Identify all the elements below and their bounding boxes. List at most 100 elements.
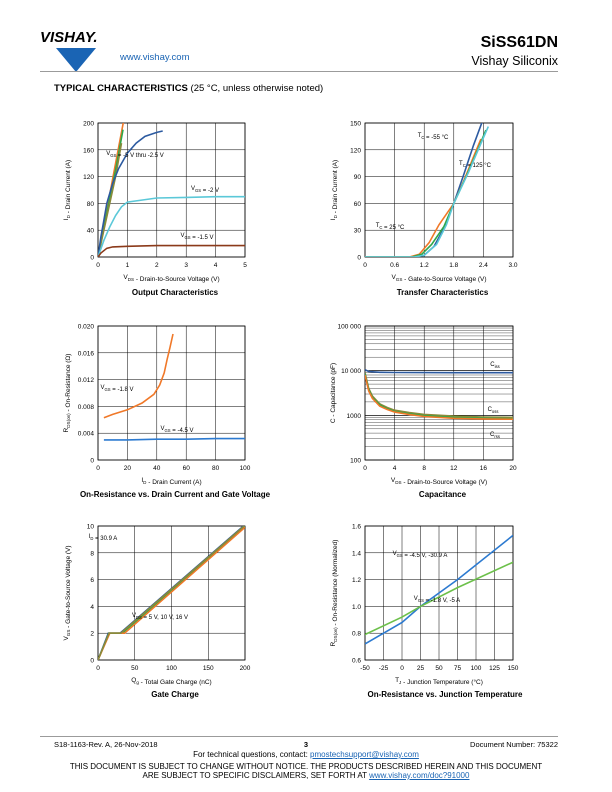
x-tick-label: 2 <box>155 262 159 269</box>
footer-document-number: Document Number: 75322 <box>470 740 558 749</box>
series-line-3 <box>365 374 513 420</box>
chart-annotation: ID = 30.9 A <box>89 534 118 542</box>
gate-charge-chart: 0 50 100 150 200 0 2 4 6 8 10 Qg - Total Gate Charg… <box>63 524 251 687</box>
y-tick-label: 90 <box>354 174 362 181</box>
footer-page-number: 3 <box>303 740 309 749</box>
series-line-0 <box>103 333 174 419</box>
y-tick-label: 1.6 <box>352 524 361 531</box>
x-tick-label: 100 <box>240 465 251 472</box>
y-axis-label: RDS(on) - On-Resistance (Normalized) <box>330 540 339 647</box>
x-tick-label: -25 <box>379 665 389 672</box>
x-tick-label: 0.6 <box>390 262 399 269</box>
disclaimer-prefix: ARE SUBJECT TO SPECIFIC DISCLAIMERS, SET… <box>142 771 370 780</box>
x-tick-label: 0 <box>96 665 100 672</box>
caption-temp: On-Resistance vs. Junction Temperature <box>367 690 523 699</box>
chart-annotation: Coss <box>488 407 499 414</box>
x-tick-label: 0 <box>96 262 100 269</box>
plot-frame <box>97 122 246 258</box>
y-tick-label: 0 <box>90 458 94 465</box>
x-tick-label: 0 <box>96 465 100 472</box>
x-axis-label: Qg - Total Gate Charge (nC) <box>131 677 211 686</box>
x-axis-label: TJ - Junction Temperature (°C) <box>395 677 483 686</box>
company-name: Vishay Siliconix <box>471 54 558 68</box>
chart-annotation: TC = 25 °C <box>376 223 405 231</box>
y-axis-label: ID - Drain Current (A) <box>63 160 72 220</box>
y-axis-label: RDS(on) - On-Resistance (Ω) <box>63 354 72 433</box>
caption-transfer: Transfer Characteristics <box>396 288 489 297</box>
y-tick-label: 0.016 <box>78 350 95 357</box>
x-tick-label: 150 <box>508 665 519 672</box>
series-line-3 <box>365 126 490 257</box>
x-axis-label: VDS - Drain-to-Source Voltage (V) <box>391 477 487 486</box>
plot-frame <box>364 122 514 258</box>
y-tick-label: 120 <box>350 147 361 154</box>
series-line-2 <box>98 142 123 257</box>
chart-annotation: TC = 125 °C <box>459 161 492 169</box>
chart-annotation: VGS = -1.8 V, -5 A <box>414 596 460 604</box>
series-line-4 <box>98 195 245 257</box>
y-tick-label: 100 <box>350 458 361 465</box>
chart-annotation: Crss <box>490 432 500 439</box>
y-tick-label: 1.4 <box>352 550 361 557</box>
x-axis-label: VDS - Drain-to-Source Voltage (V) <box>123 274 219 283</box>
y-tick-label: 0 <box>90 658 94 665</box>
y-tick-label: 0.020 <box>78 324 95 331</box>
questions-prefix: For technical questions, contact: <box>193 750 311 759</box>
series-line-3 <box>98 526 245 660</box>
header-rule <box>40 71 558 72</box>
y-tick-label: 160 <box>83 147 94 154</box>
y-axis-label: VGS - Gate-to-Source Voltage (V) <box>63 545 72 640</box>
footer-disclaimer-2: ARE SUBJECT TO SPECIFIC DISCLAIMERS, SET… <box>0 771 612 780</box>
x-tick-label: 5 <box>243 262 247 269</box>
plot-frame <box>97 525 246 661</box>
y-tick-label: 0.004 <box>78 431 95 438</box>
chart-annotation: TC = -55 °C <box>418 133 449 141</box>
x-tick-label: 0 <box>363 465 367 472</box>
x-tick-label: 200 <box>240 665 251 672</box>
y-tick-label: 120 <box>83 174 94 181</box>
x-axis-label: ID - Drain Current (A) <box>141 477 201 486</box>
plot-frame <box>364 325 514 461</box>
x-tick-label: 4 <box>214 262 218 269</box>
x-tick-label: 0 <box>400 665 404 672</box>
series-line-1 <box>103 437 245 441</box>
x-tick-label: 150 <box>203 665 214 672</box>
support-email-link[interactable]: pmostechsupport@vishay.com <box>310 750 419 759</box>
y-tick-label: 10 <box>87 524 95 531</box>
on-resistance-temperature-chart: -50 -25 0 25 50 75 100 125 150 0.6 0.8 1.0 1.2 1.4 1.6… <box>330 524 519 687</box>
brand-text: VISHAY. <box>40 29 98 46</box>
part-number: SiSS61DN <box>480 34 558 51</box>
header-url[interactable]: www.vishay.com <box>120 52 190 63</box>
y-tick-label: 1.2 <box>352 577 361 584</box>
x-tick-label: 20 <box>509 465 517 472</box>
x-tick-label: 100 <box>166 665 177 672</box>
section-subtitle: (25 °C, unless otherwise noted) <box>190 83 324 94</box>
y-tick-label: 0 <box>90 255 94 262</box>
caption-onres: On-Resistance vs. Drain Current and Gate… <box>79 490 271 499</box>
x-tick-label: 8 <box>422 465 426 472</box>
y-tick-label: 10 000 <box>341 368 361 375</box>
footer-rule <box>40 736 558 737</box>
capacitance-chart: 0 4 8 12 16 20 100 1000 10 000 100 000 VDS - Drain… <box>330 324 517 487</box>
x-tick-label: 60 <box>183 465 191 472</box>
x-tick-label: 20 <box>124 465 132 472</box>
caption-gate: Gate Charge <box>151 690 199 699</box>
series-line-2 <box>365 129 487 257</box>
section-heading: TYPICAL CHARACTERISTICS (25 °C, unless o… <box>54 83 323 94</box>
x-axis-label: VGS - Gate-to-Source Voltage (V) <box>391 274 486 283</box>
y-tick-label: 1000 <box>347 413 362 420</box>
disclaimer-link[interactable]: www.vishay.com/doc?91000 <box>369 771 470 780</box>
output-characteristics-chart: 0 1 2 3 4 5 0 40 80 120 160 200 VDS - Drain-to-Sourc… <box>63 121 247 284</box>
y-tick-label: 4 <box>90 604 94 611</box>
x-tick-label: 100 <box>471 665 482 672</box>
chart-annotation: Ciss <box>490 362 499 369</box>
series-line-3 <box>98 130 163 257</box>
section-title: TYPICAL CHARACTERISTICS <box>54 83 188 94</box>
y-tick-label: 40 <box>87 228 95 235</box>
footer-disclaimer-1: THIS DOCUMENT IS SUBJECT TO CHANGE WITHO… <box>69 762 543 771</box>
y-tick-label: 100 000 <box>338 324 362 331</box>
y-tick-label: 0 <box>357 255 361 262</box>
x-tick-label: 1 <box>126 262 130 269</box>
grid <box>364 325 514 461</box>
footer-revision: S18-1163-Rev. A, 26-Nov-2018 <box>54 740 158 749</box>
